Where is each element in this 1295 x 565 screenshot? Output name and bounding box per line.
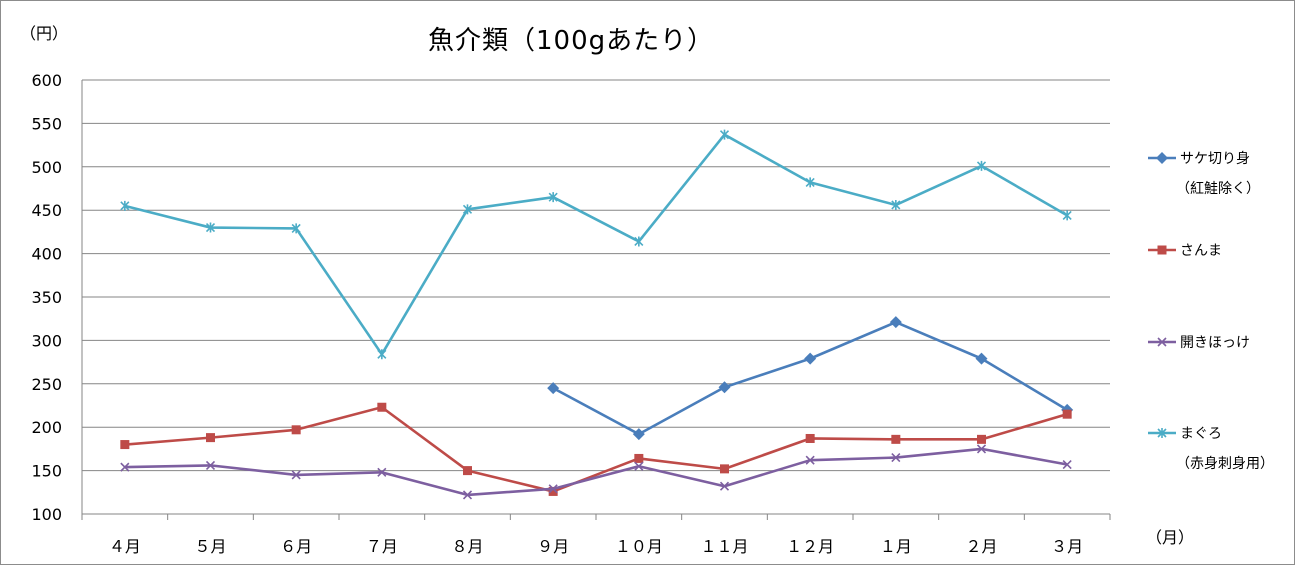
data-point-sake [804,352,817,365]
x-tick-label: １２月 [786,537,834,556]
series-line-maguro [124,133,1068,356]
data-point-sake [889,316,902,329]
y-tick-label: 450 [31,201,62,220]
data-point-maguro [377,349,387,360]
data-point-maguro [1062,210,1072,221]
data-point-maguro [634,236,644,247]
x-axis-unit-label: （月） [1146,528,1195,547]
legend-marker-sanma [1157,245,1167,255]
legend-label-sake: サケ切り身 [1180,151,1250,167]
data-point-maguro [548,192,558,203]
y-tick-label: 250 [31,375,62,394]
legend-marker-maguro [1157,428,1167,438]
legend-marker-hokke [1157,337,1167,347]
x-tick-label: ７月 [366,537,398,556]
y-tick-label: 550 [31,114,62,133]
x-tick-label: ９月 [537,537,569,556]
data-point-maguro [120,200,130,211]
y-tick-label: 300 [31,331,62,350]
data-point-maguro [805,177,815,188]
data-point-hokke [976,444,987,454]
data-point-sanma [291,425,301,435]
data-point-sanma [634,453,644,463]
y-tick-label: 150 [31,462,62,481]
data-point-sake [975,352,988,365]
y-tick-label: 600 [31,71,62,90]
data-point-hokke [891,453,901,463]
series-line-sake [552,320,1068,436]
data-point-hokke [634,461,644,471]
series-line-hokke [124,447,1068,497]
legend-label-hokke: 開きほっけ [1180,335,1250,351]
data-point-sanma [377,402,387,412]
x-tick-label: ６月 [280,537,312,556]
data-point-sanma [805,433,815,443]
data-point-hokke [291,470,301,480]
x-tick-label: １１月 [700,537,748,556]
x-tick-label: ５月 [194,537,226,556]
x-tick-label: １月 [880,537,912,556]
x-tick-label: ８月 [451,537,483,556]
legend-sublabel-maguro: （赤身刺身用） [1176,456,1274,472]
data-point-hokke [1062,459,1072,470]
legend-label-sanma: さんま [1180,243,1222,259]
legend-sublabel-sake: （紅鮭除く） [1176,181,1260,197]
data-point-hokke [205,460,216,470]
data-point-hokke [377,467,387,477]
y-tick-label: 350 [31,288,62,307]
legend-label-maguro: まぐろ [1180,426,1222,442]
data-point-maguro [976,160,987,171]
data-point-sake [718,381,731,394]
x-tick-label: ４月 [109,537,141,556]
data-point-sanma [120,440,130,450]
data-point-hokke [120,462,130,472]
data-point-maguro [205,222,216,233]
data-point-maguro [291,223,301,234]
data-point-maguro [891,199,901,210]
data-point-sake [547,382,560,395]
data-point-hokke [719,481,730,491]
y-tick-label: 500 [31,158,62,177]
data-point-sanma [891,434,901,444]
data-point-hokke [805,455,815,465]
data-point-sanma [720,464,729,474]
x-tick-label: ２月 [965,537,997,556]
data-point-sake [632,428,645,441]
y-tick-label: 200 [31,418,62,437]
y-tick-label: 400 [31,245,62,264]
y-axis-unit-label: （円） [20,24,69,43]
data-point-sanma [1062,409,1072,419]
chart-title: 魚介類（100gあたり） [428,26,715,56]
data-point-maguro [719,129,730,140]
x-tick-label: ３月 [1051,537,1083,556]
data-point-maguro [462,204,473,215]
data-point-hokke [462,490,473,500]
y-tick-label: 100 [31,505,62,524]
data-point-hokke [548,484,558,494]
data-point-sanma [977,434,986,444]
x-tick-label: １０月 [615,537,663,556]
series-line-sanma [124,405,1068,493]
data-point-sanma [206,433,215,443]
legend-marker-sake [1156,152,1168,164]
data-point-sanma [463,466,472,476]
data-point-sanma [548,486,558,496]
